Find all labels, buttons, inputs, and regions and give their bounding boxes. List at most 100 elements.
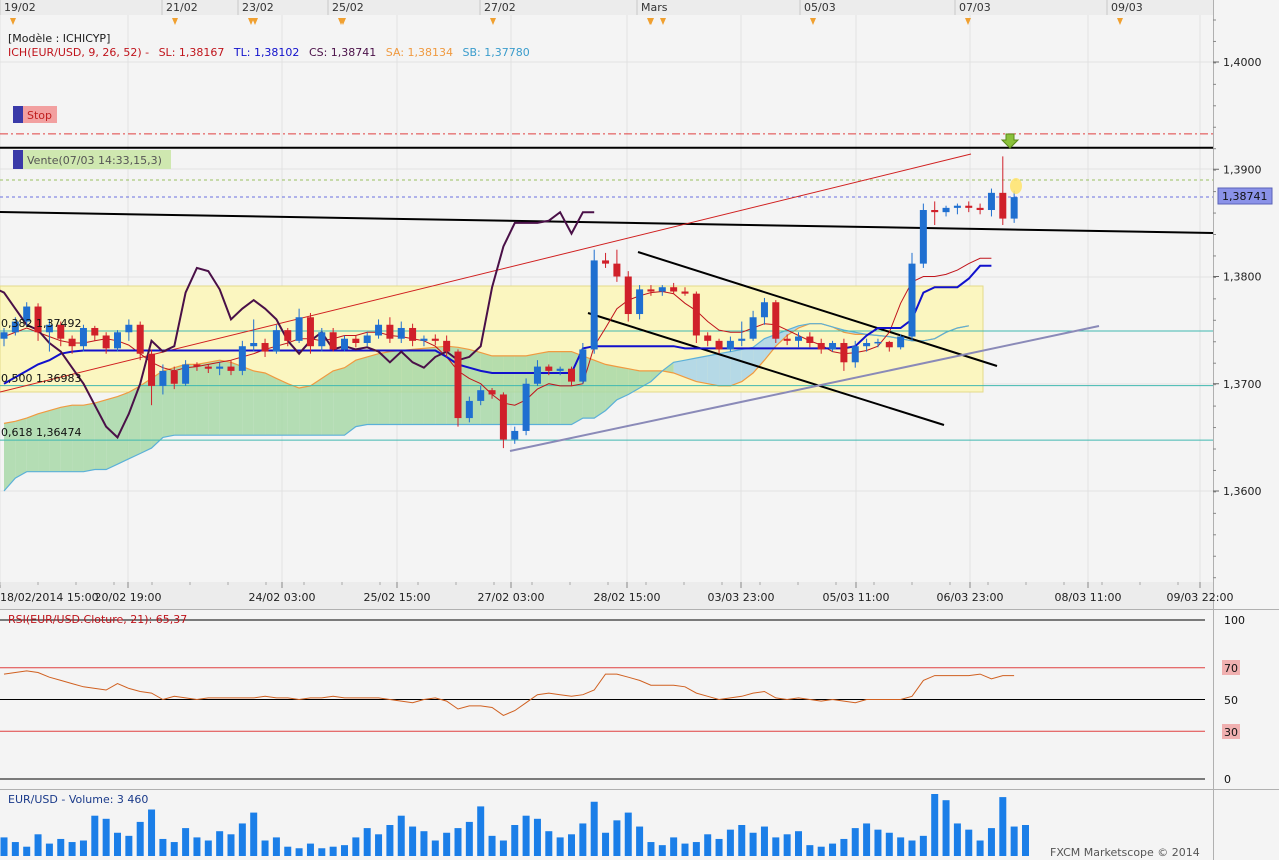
cloud-segment [764,334,776,361]
candle-body [352,338,360,343]
candle-body [465,400,473,419]
ichimoku-lines [0,210,992,440]
volume-bar [965,829,973,856]
candle-body [976,207,984,211]
volume-bar [885,832,893,856]
time-label: 09/03 22:00 [1167,591,1234,604]
volume-bar [45,843,53,856]
sell-order-tag[interactable]: Vente(07/03 14:33,15,3) [13,150,171,169]
channel-lower-line [587,312,945,426]
cloud-segment [548,351,561,425]
cloud-segment [4,421,16,491]
rsi-panel: 100 70 50 30 0 [0,614,1245,786]
cloud-segment [276,378,288,436]
candle-body [159,370,167,386]
time-label: 06/03 23:00 [937,591,1004,604]
volume-bar [272,837,280,856]
candle-body [204,366,212,369]
volume-bar [760,826,768,856]
volume-bar [125,835,133,856]
time-label: 27/02 03:00 [478,591,545,604]
volume-bar [908,840,916,856]
cloud-segment [741,347,754,382]
candle-body [420,338,428,341]
event-marker [1117,18,1123,25]
candle-body [409,327,417,341]
candle-body [182,364,190,384]
candle-body [636,289,644,315]
cloud-segment [605,364,617,411]
volume-bar [715,838,723,856]
volume-bar [953,823,961,856]
candle-body [942,207,950,213]
current-price-label: 1,38741 [1222,190,1268,203]
top-date-label: 07/03 [959,1,991,14]
volume-bar [227,834,235,856]
candle-body [931,210,939,213]
cloud-segment [355,356,368,427]
cloud-segment [83,403,95,472]
volume-bar [420,831,428,856]
candle-body [919,210,927,264]
candle-body [908,263,916,337]
volume-bar [568,834,575,856]
volume-bar [431,840,439,856]
cloud-segment [321,370,334,436]
candle-body [306,317,314,347]
price-axis-bg [1213,0,1279,860]
ich-label: ICH(EUR/USD, 9, 26, 52) - [8,46,149,59]
event-marker [660,18,666,25]
candle-body [216,366,224,369]
rising-trendline [0,153,972,393]
candle-body [499,394,507,440]
candle-body [1010,197,1018,219]
volume-bar [204,840,212,856]
price-label: 1,4000 [1223,56,1262,69]
top-date-axis: 19/02 21/02 23/02 25/02 27/02 Mars 05/03 07/03 0… [0,0,1143,25]
top-date-label: 25/02 [332,1,364,14]
volume-bar [488,835,496,856]
volume-bar [772,837,780,856]
volume-bar [216,831,224,856]
volume-bar [114,832,121,856]
candle-body [806,336,814,343]
volume-bar [681,843,689,856]
candle-body [375,324,383,336]
volume-bar [318,848,326,856]
cloud-segment [412,348,424,425]
volume-bar [987,828,995,856]
cloud-segment [333,367,345,436]
volume-bar [341,845,348,856]
cloud-segment [94,399,107,470]
time-axis-bg [0,582,1213,609]
top-date-label: 09/03 [1111,1,1143,14]
stop-order-tag[interactable]: Stop [13,106,57,123]
cloud-segment [117,392,129,465]
volume-bar [556,837,564,856]
cloud-segment [140,378,152,454]
cloud-segment [60,405,73,472]
price-label: 1,3900 [1223,163,1262,176]
cloud-segment [219,360,231,436]
candle-body [57,324,65,339]
cloud-segment [242,366,254,436]
cloud-segment [15,418,27,479]
current-price-badge [1217,187,1273,205]
cloud-segment [673,360,685,378]
time-label: 20/02 19:00 [95,591,162,604]
time-label: 05/03 11:00 [823,591,890,604]
volume-bar [533,818,541,856]
volume-bar [806,845,814,856]
cloud-segment [594,360,606,419]
volume-bar [624,812,632,856]
cloud-segment [753,338,765,374]
volume-bar [1010,826,1018,856]
candle-body [386,324,394,339]
cloud-segment [299,385,311,436]
cloud-segment [401,349,413,425]
candle-body [999,192,1007,219]
cloud-segment [49,407,61,472]
volume-bar [590,801,598,856]
top-date-label: 21/02 [166,1,198,14]
candle-body [114,332,121,349]
